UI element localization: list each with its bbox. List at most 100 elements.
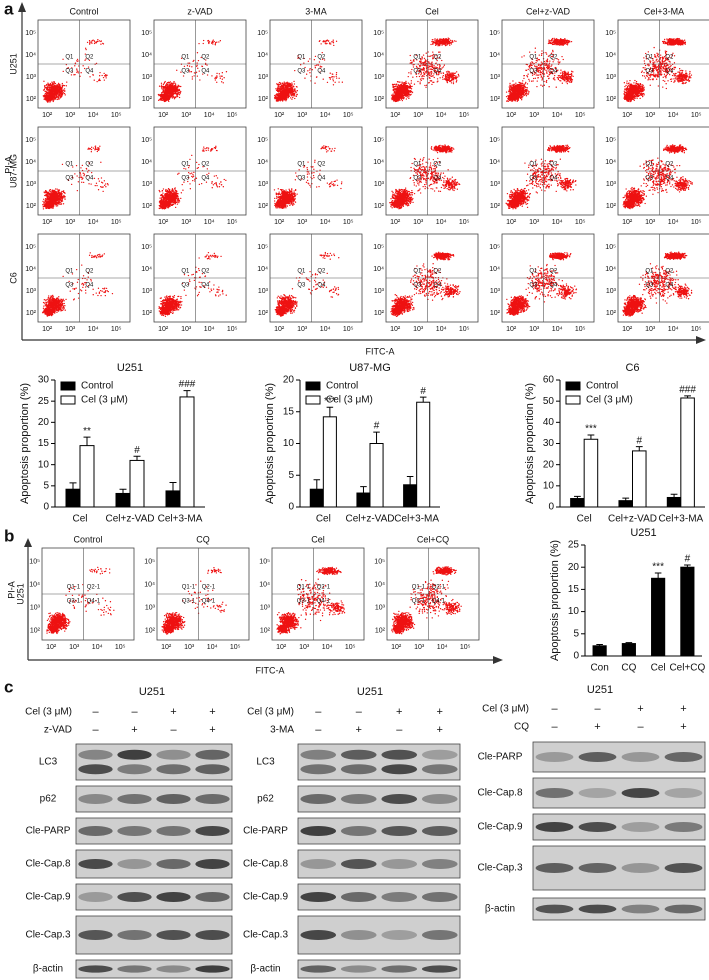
bar <box>618 500 634 508</box>
treatment-sign: + <box>356 724 362 736</box>
y-tick-label: 10⁴ <box>25 52 36 59</box>
bar <box>309 488 324 508</box>
treatment-sign: + <box>209 724 215 736</box>
blot-band <box>78 965 113 973</box>
y-tick-label: 10² <box>258 96 269 103</box>
blot-band <box>421 749 458 760</box>
y-tick-label: 10⁴ <box>25 266 36 273</box>
quadrant-label: Q4 <box>85 176 94 182</box>
y-tick-label: 10² <box>145 628 156 635</box>
protein-label: Cle-PARP <box>243 826 288 837</box>
arrow-head <box>493 656 503 664</box>
quadrant-label: Q1 <box>181 162 190 168</box>
protein-label: Cle-Cap.8 <box>243 859 288 870</box>
quadrant-label: Q1 <box>413 162 422 168</box>
legend-label: Control <box>326 381 358 392</box>
quadrant-label: Q4 <box>665 69 674 75</box>
treatment-sign: + <box>437 706 443 718</box>
y-tick-label: 10⁵ <box>373 244 384 251</box>
x-tick-label: 10³ <box>645 112 656 119</box>
y-tick-label: 10⁴ <box>489 52 500 59</box>
protein-label: Cle-Cap.3 <box>25 930 70 941</box>
y-tick-label: 10³ <box>490 74 501 81</box>
flow-dots <box>505 144 577 210</box>
quadrant-label: Q1 <box>529 269 538 275</box>
treatment-sign: – <box>396 724 403 736</box>
y-tick-label: 30 <box>543 438 555 449</box>
arrow-head <box>696 336 706 344</box>
quadrant-label: Q3-1 <box>67 599 81 605</box>
x-tick-label: 10³ <box>297 219 308 226</box>
y-tick-label: 10⁴ <box>373 266 384 273</box>
x-tick-label: 10⁴ <box>668 219 679 226</box>
blot-band <box>117 892 152 902</box>
flow-dots <box>157 39 228 103</box>
y-tick-label: 5 <box>43 480 49 491</box>
quadrant-label: Q2 <box>317 162 326 168</box>
x-tick-label: Cel+z-VAD <box>346 514 395 525</box>
quadrant-label: Q3 <box>529 176 538 182</box>
y-tick-label: 10⁵ <box>257 30 268 37</box>
error-bar <box>360 486 367 494</box>
y-tick-label: 10² <box>490 310 501 317</box>
x-tick-label: 10⁴ <box>207 644 218 651</box>
y-tick-label: 10² <box>30 628 41 635</box>
x-tick-label: 10² <box>390 112 401 119</box>
flow-dots <box>622 251 693 317</box>
y-tick-label: 10⁴ <box>257 159 268 166</box>
y-axis-label: Apoptosis proportion (%) <box>524 383 536 504</box>
quadrant-label: Q2 <box>85 162 94 168</box>
blot-band <box>381 892 418 902</box>
bar <box>632 450 647 508</box>
blot-title: U251 <box>587 684 613 696</box>
y-tick-label: 10² <box>374 96 385 103</box>
quadrant-label: Q1 <box>181 269 190 275</box>
x-tick-label: 10³ <box>65 326 76 333</box>
y-tick-label: 10⁵ <box>489 244 500 251</box>
blot-strip <box>75 959 233 979</box>
quadrant-label: Q3 <box>645 176 654 182</box>
significance: *** <box>652 562 664 573</box>
x-tick-label: 10⁴ <box>204 112 215 119</box>
column-title: Cel+3-MA <box>644 6 684 16</box>
y-tick-label: 10³ <box>258 74 269 81</box>
y-tick-label: 10² <box>260 628 271 635</box>
y-tick-label: 10³ <box>374 288 385 295</box>
flow-dots <box>158 145 227 210</box>
protein-label: β-actin <box>33 964 63 975</box>
column-title: Cel <box>425 6 439 16</box>
treatment-sign: – <box>131 706 138 718</box>
y-tick-label: 20 <box>568 562 580 573</box>
protein-label: Cle-Cap.8 <box>477 788 522 799</box>
y-tick-label: 5 <box>573 628 579 639</box>
y-tick-label: 10³ <box>374 181 385 188</box>
blot-band <box>117 859 152 869</box>
x-tick-label: Cel+3-MA <box>658 514 703 525</box>
y-tick-label: 30 <box>38 375 50 386</box>
y-tick-label: 10² <box>490 96 501 103</box>
x-tick-label: 10⁴ <box>436 219 447 226</box>
error-bar <box>596 643 603 646</box>
y-tick-label: 10³ <box>375 605 386 612</box>
y-tick-label: 10² <box>26 96 37 103</box>
blot-band <box>117 826 152 836</box>
axis-label: PI-A <box>6 581 16 599</box>
x-tick-label: 10² <box>158 219 169 226</box>
y-tick-label: 50 <box>543 396 555 407</box>
treatment-sign: + <box>637 703 643 715</box>
x-tick-label: 10³ <box>413 112 424 119</box>
y-tick-label: 10² <box>374 310 385 317</box>
significance: # <box>134 445 140 456</box>
quadrant-label: Q2 <box>201 269 210 275</box>
quadrant-label: Q3 <box>645 283 654 289</box>
protein-label: Cle-Cap.9 <box>243 892 288 903</box>
y-tick-label: 20 <box>543 459 555 470</box>
quadrant-label: Q2 <box>85 269 94 275</box>
flow-dots <box>274 251 340 317</box>
y-tick-label: 10⁴ <box>605 159 616 166</box>
x-tick-label: 10² <box>46 644 57 651</box>
blot-band <box>117 749 152 760</box>
x-tick-label: 10⁵ <box>115 644 126 651</box>
quadrant-label: Q3 <box>413 69 422 75</box>
blot-band <box>300 965 337 973</box>
